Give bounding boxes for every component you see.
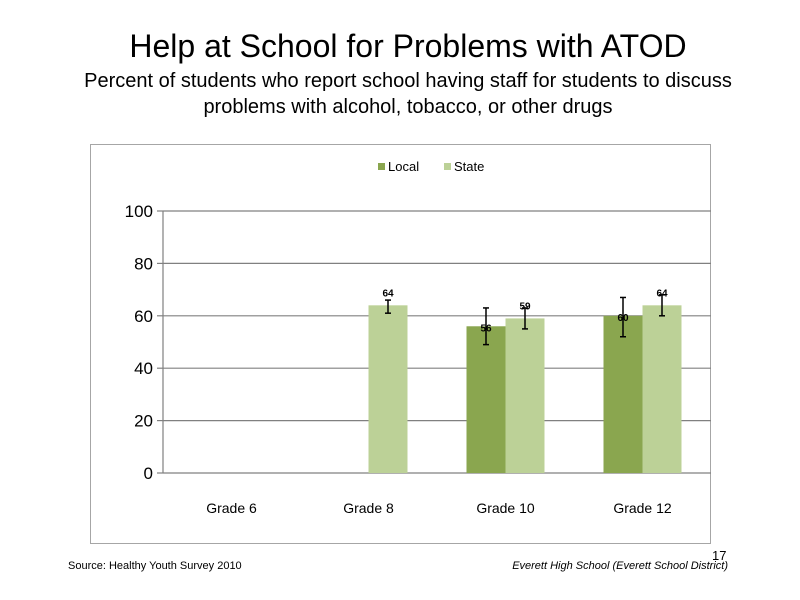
y-tick-label: 100 [125,202,153,221]
x-tick-label: Grade 10 [476,500,535,516]
y-tick-label: 0 [144,464,153,483]
bar-state [642,305,682,473]
bar-state [505,318,545,473]
y-tick-label: 40 [134,359,153,378]
data-label: 56 [480,323,492,334]
bar-chart: 0 20 40 60 80 100 Grade 6 Grade 8 64 Grade 10 56 59… [125,159,711,516]
x-tick-label: Grade 12 [613,500,672,516]
bar-local [466,326,506,473]
slide-subtitle: Percent of students who report school ha… [84,70,732,118]
x-tick-label: Grade 6 [206,500,257,516]
legend-label: State [454,159,484,174]
slide-number: 17 [712,548,727,563]
slide-title: Help at School for Problems with ATOD [129,28,687,64]
x-tick-label: Grade 8 [343,500,394,516]
data-label: 64 [656,288,668,299]
y-tick-label: 20 [134,412,153,431]
legend-label: Local [388,159,419,174]
legend-swatch-local [378,163,385,170]
data-label: 59 [519,301,531,312]
y-tick-label: 80 [134,254,153,273]
bar-local [603,315,643,473]
bar-state [368,305,408,473]
school-name: Everett High School (Everett School Dist… [512,560,728,572]
source-note: Source: Healthy Youth Survey 2010 [68,560,242,572]
y-tick-label: 60 [134,307,153,326]
data-label: 60 [617,313,629,324]
data-label: 64 [382,288,394,299]
chart-frame: 0 20 40 60 80 100 Grade 6 Grade 8 64 Grade 10 56 59… [90,144,711,544]
legend-swatch-state [444,163,451,170]
